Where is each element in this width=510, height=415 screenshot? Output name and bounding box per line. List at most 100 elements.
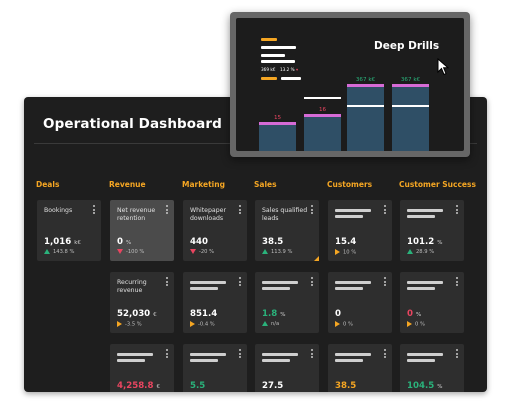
drill-bar-label-1: 15 xyxy=(273,115,282,121)
kpi-value: 440 xyxy=(190,237,208,247)
drill-bar-4[interactable] xyxy=(392,87,429,151)
kpi-change: n/a xyxy=(262,321,279,327)
kpi-value: 1,016 k€ xyxy=(44,237,81,247)
placeholder-bar xyxy=(335,281,371,284)
placeholder-bar xyxy=(117,359,145,362)
trend-up-icon xyxy=(262,249,268,254)
deep-drills-title: Deep Drills xyxy=(374,40,440,52)
drill-bar-1[interactable] xyxy=(259,125,296,151)
trend-up-icon xyxy=(44,249,50,254)
drill-bar-2[interactable] xyxy=(304,117,341,151)
kpi-card-whitepaper-downloads[interactable]: Whitepaper downloads 440 -20 % xyxy=(183,200,247,261)
trend-up-icon xyxy=(262,321,268,326)
card-menu-icon[interactable] xyxy=(456,349,459,358)
card-menu-icon[interactable] xyxy=(456,277,459,286)
kpi-name: Bookings xyxy=(44,207,73,214)
card-menu-icon[interactable] xyxy=(456,205,459,214)
card-menu-icon[interactable] xyxy=(239,205,242,214)
kpi-value: 0% xyxy=(407,309,422,319)
kpi-card-marketing-2[interactable]: 851.4 -0.4 % xyxy=(183,272,247,333)
drill-bar-3[interactable] xyxy=(347,87,384,151)
placeholder-bar xyxy=(262,353,298,356)
trend-flat-icon xyxy=(190,321,195,327)
legend-bar xyxy=(261,46,296,49)
kpi-change: 10 % xyxy=(335,249,356,256)
legend-value: 369 k€ xyxy=(261,67,276,72)
kpi-card-sales-qualified-leads[interactable]: Sales qualified leads 38.5 113.9 % xyxy=(255,200,319,261)
kpi-value: 104.5% xyxy=(407,381,443,391)
kpi-card-bookings[interactable]: Bookings 1,016 k€ 143.8 % xyxy=(37,200,101,261)
placeholder-bar xyxy=(262,359,290,362)
card-menu-icon[interactable] xyxy=(239,349,242,358)
kpi-card-net-revenue-retention[interactable]: Net revenue retention 0% -100 % xyxy=(110,200,174,261)
kpi-value: 0% xyxy=(117,237,132,247)
placeholder-bar xyxy=(407,353,443,356)
placeholder-bar xyxy=(407,281,443,284)
kpi-change: 0 % xyxy=(407,321,425,328)
placeholder-bar xyxy=(407,359,435,362)
placeholder-bar xyxy=(190,281,226,284)
kpi-card-customers-2[interactable]: 0 0 % xyxy=(328,272,392,333)
kpi-value: 15.4 xyxy=(335,237,357,247)
placeholder-bar xyxy=(407,287,435,290)
trend-flat-icon xyxy=(335,249,340,255)
kpi-value: 851.4 xyxy=(190,309,218,319)
kpi-card-customers-1[interactable]: 15.4 10 % xyxy=(328,200,392,261)
mouse-cursor-icon xyxy=(437,58,449,76)
deep-drills-panel: 369 k€ 13.2 % ▾ 15 16 367 k€ 367 k€ Deep… xyxy=(236,18,464,151)
card-menu-icon[interactable] xyxy=(384,277,387,286)
kpi-value: 5.5 xyxy=(190,381,206,391)
trend-flat-icon xyxy=(335,321,340,327)
drill-bar-marker xyxy=(304,97,341,99)
kpi-card-customer-success-3[interactable]: 104.5% xyxy=(400,344,464,392)
kpi-name: Whitepaper downloads xyxy=(190,207,226,222)
kpi-card-customers-3[interactable]: 38.5 xyxy=(328,344,392,392)
drill-bar-label-4: 367 k€ xyxy=(400,77,421,83)
card-menu-icon[interactable] xyxy=(311,349,314,358)
card-menu-icon[interactable] xyxy=(93,205,96,214)
kpi-value: 1.8% xyxy=(262,309,286,319)
placeholder-bar xyxy=(190,359,218,362)
legend-change: 13.2 % ▾ xyxy=(280,67,299,72)
kpi-value: 4,258.8 € xyxy=(117,381,160,391)
legend-bar xyxy=(261,60,295,63)
column-header-deals: Deals xyxy=(36,180,60,189)
kpi-change: -100 % xyxy=(117,249,144,255)
placeholder-bar xyxy=(262,281,298,284)
dashboard-title: Operational Dashboard xyxy=(43,116,222,132)
kpi-change: 113.9 % xyxy=(262,249,292,255)
kpi-card-sales-2[interactable]: 1.8% n/a xyxy=(255,272,319,333)
placeholder-bar xyxy=(117,353,153,356)
placeholder-bar xyxy=(335,287,363,290)
card-menu-icon[interactable] xyxy=(166,349,169,358)
legend-bar-accent xyxy=(261,38,277,41)
drill-bar-cap xyxy=(347,84,384,87)
kpi-card-sales-3[interactable]: 27.5 xyxy=(255,344,319,392)
kpi-change: 0 % xyxy=(335,321,353,328)
kpi-card-marketing-3[interactable]: 5.5 xyxy=(183,344,247,392)
card-resize-handle[interactable] xyxy=(314,256,319,261)
kpi-change: -0.4 % xyxy=(190,321,215,328)
placeholder-bar xyxy=(335,209,371,212)
drill-bar-marker xyxy=(392,105,429,107)
card-menu-icon[interactable] xyxy=(166,205,169,214)
kpi-card-recurring-revenue[interactable]: Recurring revenue 52,030 € -3.5 % xyxy=(110,272,174,333)
card-menu-icon[interactable] xyxy=(239,277,242,286)
kpi-name: Sales qualified leads xyxy=(262,207,308,222)
kpi-value: 27.5 xyxy=(262,381,284,391)
placeholder-bar xyxy=(190,353,226,356)
kpi-card-revenue-3[interactable]: 4,258.8 € xyxy=(110,344,174,392)
kpi-name: Net revenue retention xyxy=(117,207,156,222)
card-menu-icon[interactable] xyxy=(384,349,387,358)
kpi-card-customer-success-1[interactable]: 101.2% 28.9 % xyxy=(400,200,464,261)
card-menu-icon[interactable] xyxy=(166,277,169,286)
card-menu-icon[interactable] xyxy=(311,277,314,286)
card-menu-icon[interactable] xyxy=(384,205,387,214)
kpi-card-customer-success-2[interactable]: 0% 0 % xyxy=(400,272,464,333)
kpi-value: 38.5 xyxy=(262,237,284,247)
card-menu-icon[interactable] xyxy=(311,205,314,214)
kpi-value: 101.2% xyxy=(407,237,443,247)
deep-drills-popup[interactable]: 369 k€ 13.2 % ▾ 15 16 367 k€ 367 k€ Deep… xyxy=(230,12,470,157)
drill-bar-cap xyxy=(392,84,429,87)
